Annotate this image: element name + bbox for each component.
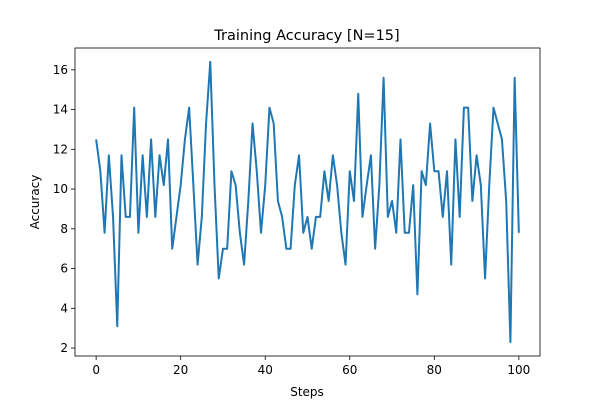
x-tick-label: 80 — [427, 363, 442, 377]
y-tick-label: 16 — [53, 63, 68, 77]
y-tick-label: 8 — [60, 222, 68, 236]
y-tick-label: 4 — [60, 301, 68, 315]
plot-area — [95, 60, 520, 344]
x-tick-label: 100 — [507, 363, 530, 377]
y-axis-label: Accuracy — [28, 175, 42, 230]
y-axis: 2 4 6 8 10 12 14 16 — [53, 63, 75, 355]
y-tick-label: 10 — [53, 182, 68, 196]
plot-frame — [74, 47, 541, 357]
x-axis-label: Steps — [290, 385, 324, 399]
y-tick-label: 6 — [60, 262, 68, 276]
x-tick-label: 0 — [92, 363, 100, 377]
x-tick-label: 20 — [173, 363, 188, 377]
x-axis: 0 20 40 60 80 100 — [92, 356, 530, 377]
x-tick-label: 40 — [258, 363, 273, 377]
x-tick-label: 60 — [342, 363, 357, 377]
chart-title: Training Accuracy [N=15] — [213, 28, 399, 44]
y-tick-label: 14 — [53, 103, 68, 117]
y-tick-label: 12 — [53, 142, 68, 156]
y-tick-label: 2 — [60, 341, 68, 355]
series-line — [95, 60, 520, 344]
